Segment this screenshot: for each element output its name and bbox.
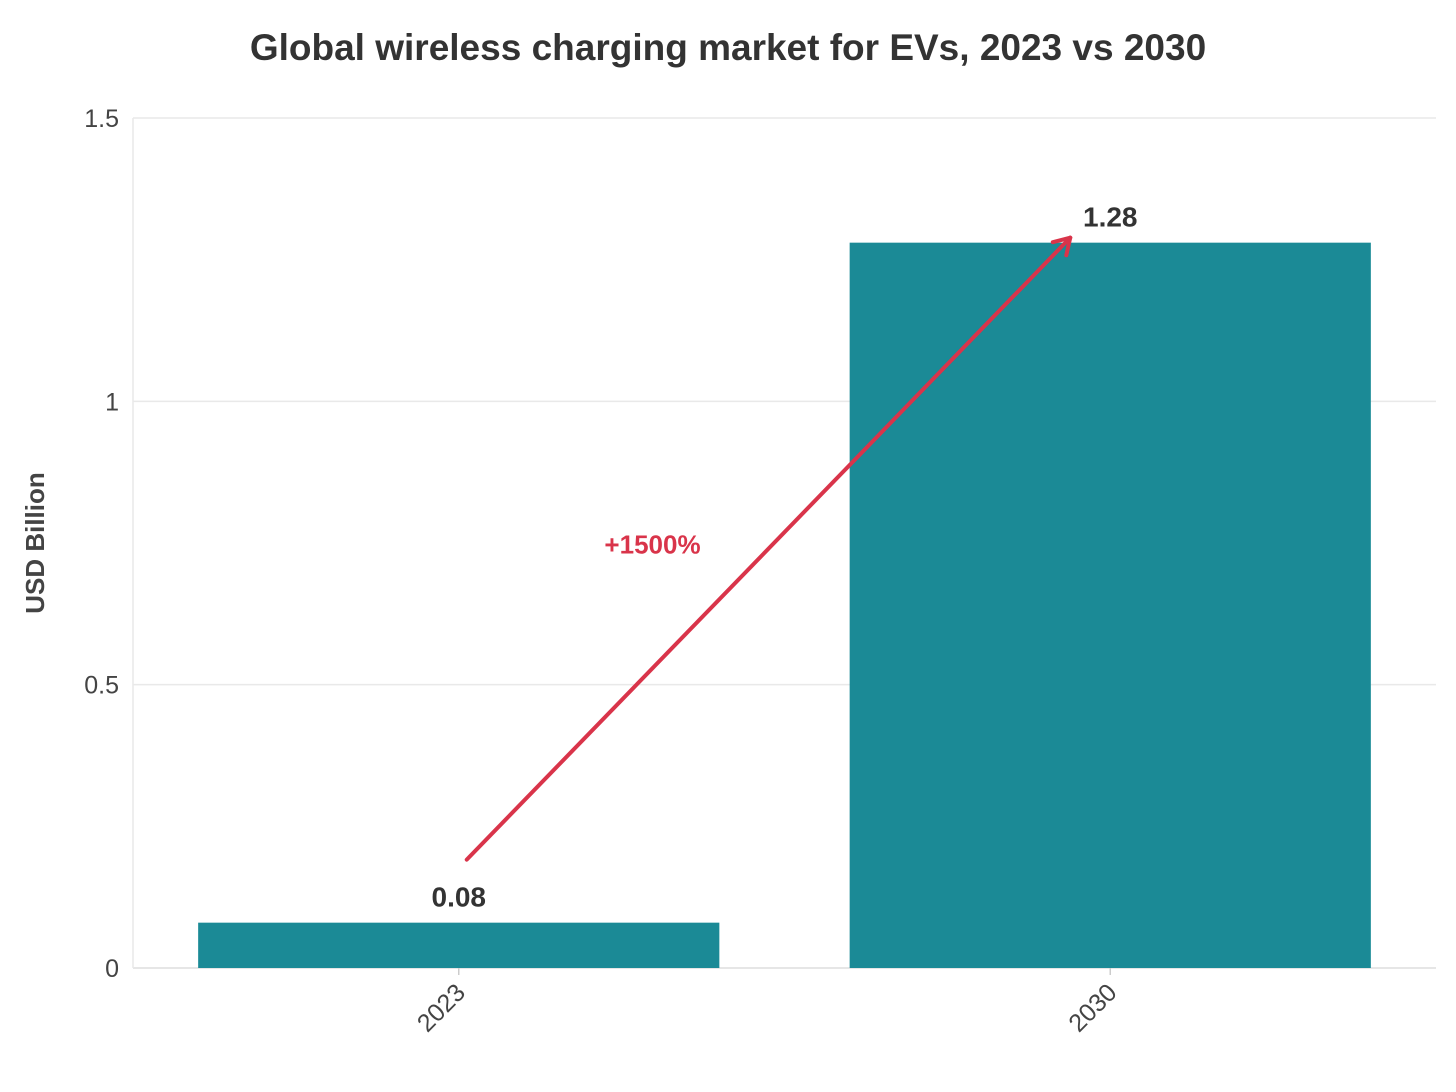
- data-label-2030: 1.28: [1083, 202, 1138, 233]
- x-tick-label: 2023: [412, 978, 471, 1037]
- data-label-2023: 0.08: [432, 882, 487, 913]
- y-tick-label: 1.5: [84, 105, 119, 133]
- bar-2030: [849, 242, 1371, 968]
- y-tick-label: 1: [105, 388, 119, 416]
- y-axis-ticks: 0 0.5 1 1.5: [84, 105, 119, 983]
- chart-title: Global wireless charging market for EVs,…: [250, 27, 1206, 68]
- annotation-arrow-head: [1050, 235, 1073, 258]
- y-tick-label: 0: [105, 955, 119, 983]
- x-tick-label: 2030: [1063, 978, 1122, 1037]
- growth-annotation: +1500%: [464, 235, 1073, 862]
- bars: 0.08 1.28: [198, 202, 1371, 968]
- bar-2023: [198, 922, 720, 968]
- y-tick-label: 0.5: [84, 672, 119, 700]
- annotation-label: +1500%: [604, 530, 700, 560]
- annotation-arrow-line: [464, 235, 1073, 862]
- x-axis-ticks: 2023 2030: [412, 968, 1122, 1038]
- y-axis-label: USD Billion: [20, 472, 50, 614]
